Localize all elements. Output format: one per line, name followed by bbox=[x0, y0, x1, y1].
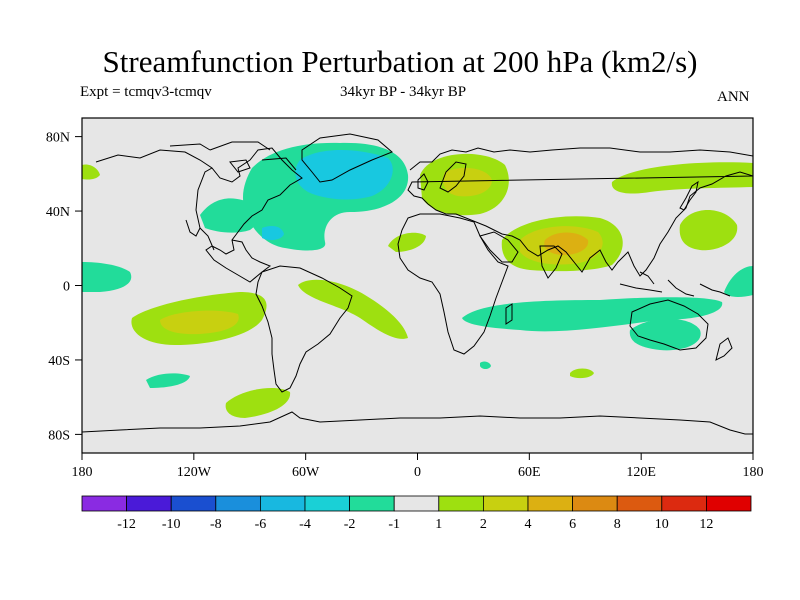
lon-tick-label: 60W bbox=[292, 465, 320, 480]
contour-pos2-south-atlantic bbox=[298, 279, 408, 339]
coast-antarctica bbox=[82, 411, 753, 435]
colorbar-swatch bbox=[126, 495, 172, 512]
colorbar-label: -4 bbox=[299, 517, 311, 532]
lat-tick-label: 40N bbox=[46, 205, 70, 220]
coast-japan bbox=[679, 180, 699, 211]
lon-tick-label: 180 bbox=[72, 465, 93, 480]
contour-neg4-north-atlantic bbox=[295, 150, 393, 200]
colorbar-label: 1 bbox=[435, 517, 442, 532]
lon-tick-label: 0 bbox=[414, 465, 421, 480]
coast-south-america bbox=[255, 265, 353, 393]
colorbar-label: -2 bbox=[344, 517, 356, 532]
contour-neg4-caribbean bbox=[262, 226, 284, 241]
coast-india bbox=[539, 245, 563, 279]
coast-africa bbox=[397, 213, 509, 355]
colorbar-swatch bbox=[706, 495, 752, 512]
contour-neg2-indian-ocean bbox=[462, 297, 723, 332]
contour-pos2-north-pacific bbox=[611, 162, 753, 194]
plot-title: Streamfunction Perturbation at 200 hPa (… bbox=[102, 44, 698, 79]
colorbar-swatch bbox=[572, 495, 618, 512]
coast-indonesia bbox=[619, 271, 731, 297]
lon-tick-label: 180 bbox=[743, 465, 764, 480]
coast-north-america bbox=[95, 147, 303, 283]
coast-greenland bbox=[301, 133, 393, 183]
lon-tick-label: 60E bbox=[518, 465, 541, 480]
colorbar-label: -8 bbox=[210, 517, 222, 532]
coast-eurasia bbox=[407, 147, 753, 277]
colorbar-swatch bbox=[81, 495, 127, 512]
contour-neg2-west-pacific bbox=[724, 266, 753, 297]
colorbar-swatch bbox=[304, 495, 350, 512]
colorbar-swatch bbox=[438, 495, 484, 512]
colorbar-label: 8 bbox=[614, 517, 621, 532]
contour-pos2-southern-ocean bbox=[225, 387, 291, 418]
contour-fills bbox=[82, 142, 753, 418]
coastlines bbox=[82, 133, 753, 435]
longitude-axis: 180 120W 60W 0 60E 120E 180 bbox=[72, 453, 764, 480]
contour-neg2-north-america bbox=[200, 198, 258, 233]
contour-neg2-south-africa bbox=[480, 361, 491, 369]
coast-australia bbox=[629, 299, 709, 351]
colorbar-label: 10 bbox=[655, 517, 669, 532]
contour-pos4-south-pacific bbox=[160, 310, 239, 335]
coast-madagascar bbox=[505, 303, 513, 325]
colorbar-label: -6 bbox=[255, 517, 267, 532]
coast-scandinavia bbox=[439, 161, 467, 193]
map-area bbox=[81, 117, 754, 454]
lon-tick-label: 120W bbox=[177, 465, 212, 480]
latitude-axis: 80N 40N 0 40S 80S bbox=[46, 131, 82, 443]
colorbar-swatch bbox=[661, 495, 707, 512]
contour-pos2-indian-south bbox=[570, 368, 594, 379]
colorbar: -12 -10 -8 -6 -4 -2 -1 1 2 4 6 8 10 12 bbox=[81, 495, 752, 532]
coast-arctic-islands bbox=[169, 141, 297, 173]
colorbar-swatch bbox=[482, 495, 529, 512]
colorbar-label: 2 bbox=[480, 517, 487, 532]
lat-tick-label: 40S bbox=[48, 354, 70, 369]
colorbar-swatch bbox=[170, 495, 217, 512]
contour-neg2-eastern-pacific bbox=[82, 262, 132, 292]
colorbar-label: 6 bbox=[569, 517, 576, 532]
lat-tick-label: 0 bbox=[63, 280, 70, 295]
colorbar-label: -10 bbox=[162, 517, 181, 532]
colorbar-label: 12 bbox=[699, 517, 713, 532]
colorbar-label: 4 bbox=[525, 517, 532, 532]
coast-new-zealand bbox=[715, 337, 733, 361]
contour-neg2-australia bbox=[629, 318, 701, 351]
contour-pos2-middle-east bbox=[388, 232, 426, 252]
contour-pos2-west-pacific bbox=[679, 210, 738, 251]
season-label: ANN bbox=[717, 89, 750, 105]
experiment-label: Expt = tcmqv3-tcmqv bbox=[80, 84, 212, 100]
contour-pos6-asia bbox=[544, 232, 589, 256]
coast-british-isles bbox=[417, 173, 429, 191]
coast-arabia bbox=[479, 231, 519, 263]
contour-neg2-south-pacific bbox=[146, 373, 190, 388]
colorbar-swatch bbox=[259, 495, 306, 512]
lat-tick-label: 80S bbox=[48, 428, 70, 443]
contour-pos2-east-pacific-edge bbox=[82, 164, 100, 180]
colorbar-swatch bbox=[527, 495, 573, 512]
colorbar-label: -1 bbox=[388, 517, 400, 532]
colorbar-swatch bbox=[349, 495, 395, 512]
lat-tick-label: 80N bbox=[46, 131, 70, 146]
period-label: 34kyr BP - 34kyr BP bbox=[340, 84, 467, 100]
colorbar-swatch bbox=[393, 495, 440, 512]
lon-tick-label: 120E bbox=[626, 465, 656, 480]
contour-pos4-europe bbox=[443, 167, 492, 197]
colorbar-label: -12 bbox=[117, 517, 136, 532]
colorbar-swatch bbox=[215, 495, 261, 512]
colorbar-swatch bbox=[616, 495, 663, 512]
